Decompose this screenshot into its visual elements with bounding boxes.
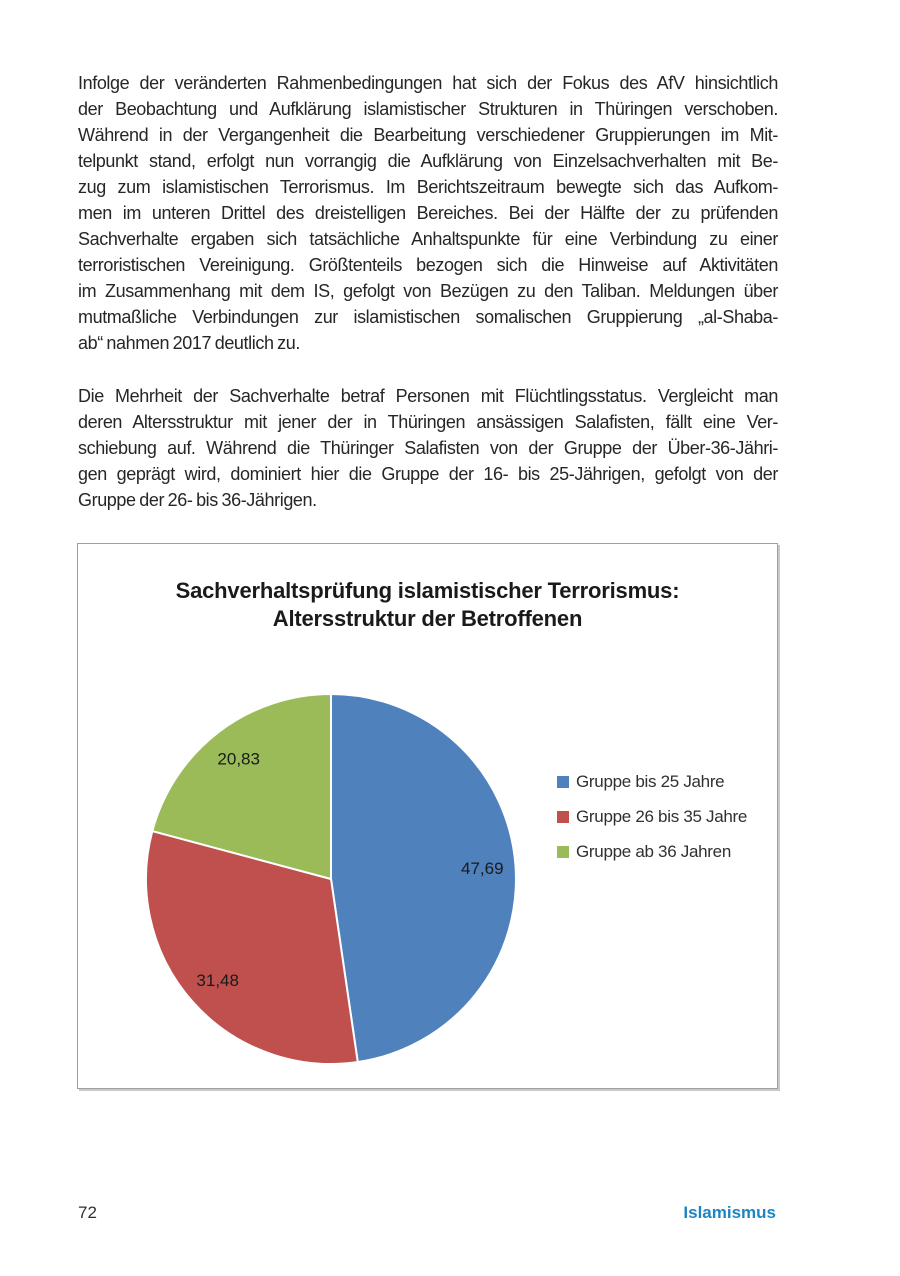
section-label: Islamismus [683, 1203, 776, 1222]
text-line: mutmaßliche Verbindungen zur islamistisc… [78, 307, 778, 327]
text-line: Die Mehrheit der Sachverhalte betraf Per… [78, 386, 778, 406]
legend-item: Gruppe ab 36 Jahren [557, 841, 767, 862]
chart-title-line-2: Altersstruktur der Betroffenen [272, 606, 583, 631]
pie-chart: 47,69 31,48 20,83 [141, 689, 521, 1069]
legend-swatch-green-icon [557, 845, 569, 858]
text-line: Gruppe der 26- bis 36-Jährigen. [78, 490, 317, 510]
paragraph-2: Die Mehrheit der Sachverhalte betraf Per… [78, 383, 778, 513]
text-line: der Beobachtung und Aufklärung islamisti… [78, 99, 778, 119]
text-line: zug zum islamistischen Terrorismus. Im B… [78, 177, 778, 197]
text-line: telpunkt stand, erfolgt nun vorrangig di… [78, 151, 778, 171]
text-line: gen geprägt wird, dominiert hier die Gru… [78, 464, 778, 484]
text-line: Sachverhalte ergaben sich tatsächliche A… [78, 229, 778, 249]
pie-svg: 47,69 31,48 20,83 [145, 692, 517, 1065]
text-line: schiebung auf. Während die Thüringer Sal… [78, 438, 778, 458]
legend-item: Gruppe bis 25 Jahre [557, 771, 767, 792]
legend-label: Gruppe bis 25 Jahre [576, 771, 725, 791]
pie-slice-gruppe-26-bis-35-jahre [145, 829, 359, 1065]
page-number: 72 [78, 1203, 97, 1222]
text-line: men im unteren Drittel des dreistelligen… [78, 203, 778, 223]
chart-title: Sachverhaltsprüfung islamistischer Terro… [78, 577, 777, 633]
chart-frame: Sachverhaltsprüfung islamistischer Terro… [77, 543, 778, 1089]
text-line: im Zusammenhang mit dem IS, gefolgt von … [78, 281, 778, 301]
legend-swatch-blue-icon [557, 775, 569, 788]
chart-legend: Gruppe bis 25 Jahre Gruppe 26 bis 35 Jah… [557, 771, 767, 876]
pie-value-label: 47,69 [461, 859, 504, 878]
chart-title-line-1: Sachverhaltsprüfung islamistischer Terro… [175, 578, 680, 603]
legend-label: Gruppe ab 36 Jahren [576, 841, 731, 861]
text-line: ab“ nahmen 2017 deutlich zu. [78, 333, 300, 353]
legend-swatch-red-icon [557, 810, 569, 823]
paragraph-1: Infolge der veränderten Rahmenbedingunge… [78, 70, 778, 356]
text-line: terroristischen Vereinigung. Größtenteil… [78, 255, 778, 275]
text-line: Während in der Vergangenheit die Bearbei… [78, 125, 778, 145]
pie-slice-gruppe-bis-25-jahre [330, 692, 517, 1064]
legend-label: Gruppe 26 bis 35 Jahre [576, 806, 748, 826]
pie-slice-gruppe-ab-36-jahren [151, 692, 332, 881]
text-line: Infolge der veränderten Rahmenbedingunge… [78, 73, 778, 93]
pie-value-label: 31,48 [196, 971, 239, 990]
legend-item: Gruppe 26 bis 35 Jahre [557, 806, 767, 827]
text-line: deren Altersstruktur mit jener der in Th… [78, 412, 778, 432]
pie-value-label: 20,83 [217, 750, 260, 769]
